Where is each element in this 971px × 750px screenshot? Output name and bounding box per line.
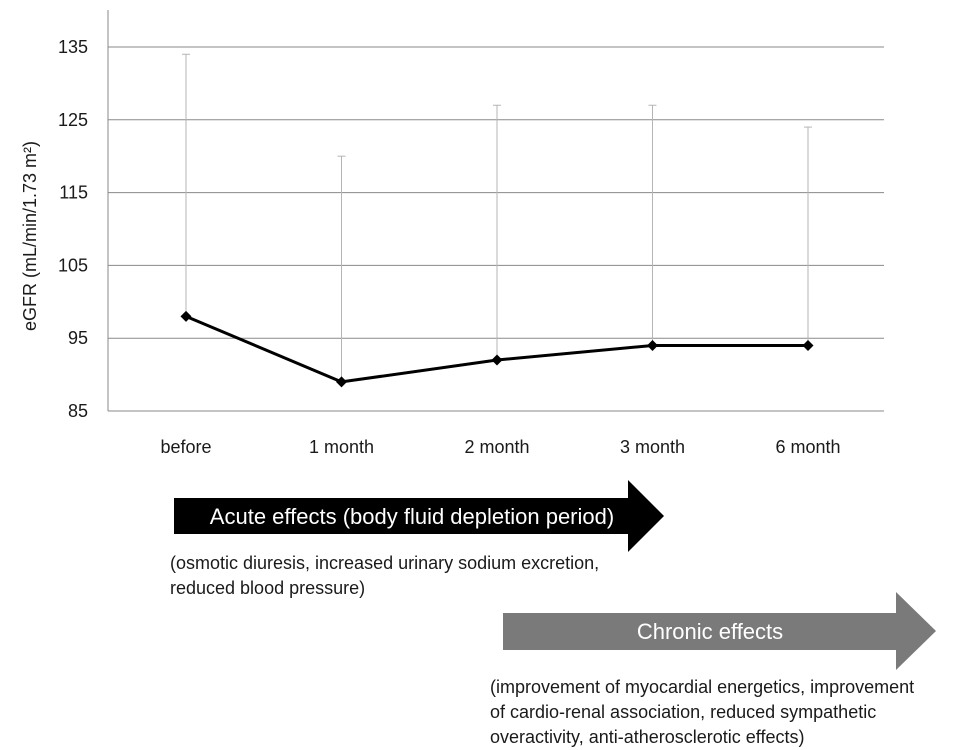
data-point [647,339,658,351]
acute-effects-note: (osmotic diuresis, increased urinary sod… [170,553,600,598]
chronic-effects-note: (improvement of myocardial energetics, i… [490,677,915,747]
x-tick-label: 6 month [775,437,840,457]
acute-arrow-shape [174,480,664,552]
data-markers [180,310,814,388]
x-tick-label: before [160,437,211,457]
y-tick-label: 95 [68,328,88,348]
error-bars [182,53,812,382]
y-tick-labels: 85 95 105 115 125 135 [58,37,88,421]
data-point [336,376,347,388]
data-point [802,339,814,351]
x-tick-label: 2 month [464,437,529,457]
x-tick-label: 3 month [620,437,685,457]
y-tick-label: 135 [58,37,88,57]
y-tick-label: 115 [59,183,88,203]
y-axis-label: eGFR (mL/min/1.73 m²) [20,141,40,331]
chronic-effects-label: Chronic effects [637,619,783,644]
chronic-effects-arrow: Chronic effects [503,592,936,670]
data-point [491,354,503,366]
y-tick-label: 85 [68,401,88,421]
chronic-arrow-shape [503,592,936,670]
y-tick-label: 125 [58,110,88,130]
x-tick-labels: before 1 month 2 month 3 month 6 month [160,437,840,457]
acute-effects-label: Acute effects (body fluid depletion peri… [210,504,614,529]
acute-effects-arrow: Acute effects (body fluid depletion peri… [174,480,664,552]
data-point [180,310,192,322]
x-tick-label: 1 month [309,437,374,457]
y-tick-label: 105 [58,255,88,275]
